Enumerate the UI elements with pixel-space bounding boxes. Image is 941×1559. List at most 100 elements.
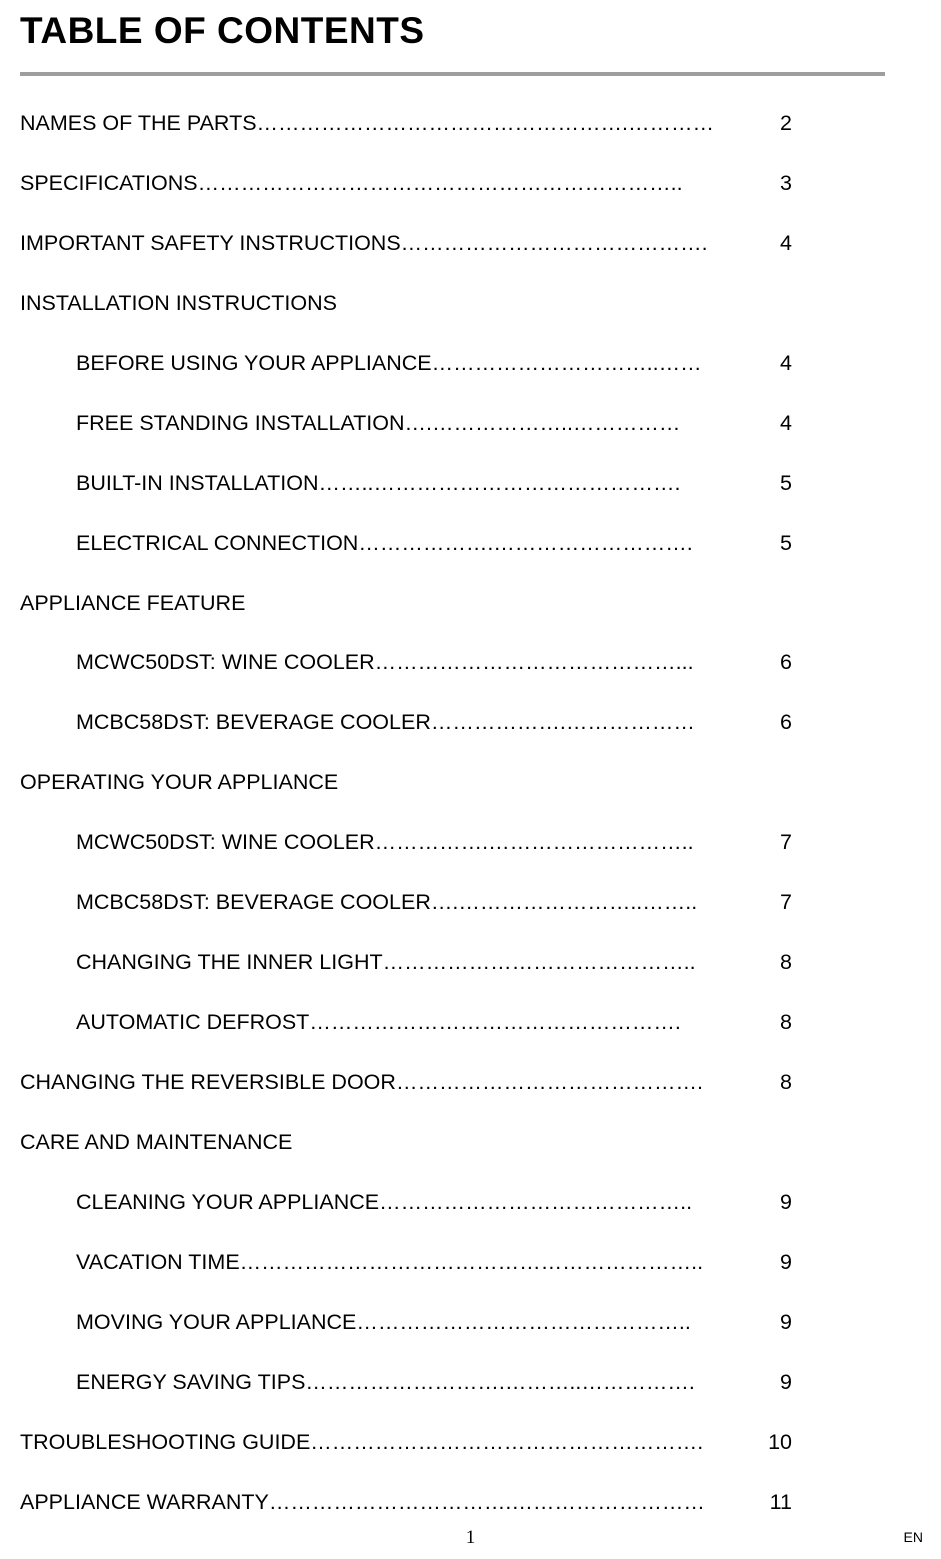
toc-row-body: FREE STANDING INSTALLATION….………………..…………… <box>20 410 750 438</box>
toc-entry-page: 7 <box>750 829 792 857</box>
footer-language: EN <box>904 1529 923 1545</box>
page-footer: 1 EN <box>0 1527 941 1551</box>
toc-row-body: VACATION TIME……………………………………………………….. <box>20 1249 750 1277</box>
toc-entry-label: FREE STANDING INSTALLATION <box>20 410 405 438</box>
toc-entry-label: IMPORTANT SAFETY INSTRUCTIONS <box>20 230 401 258</box>
toc-row: CHANGING THE INNER LIGHT …………………………………….… <box>20 949 921 977</box>
toc-entry-page: 4 <box>750 230 792 258</box>
toc-row-body: INSTALLATION INSTRUCTIONS <box>20 290 750 318</box>
toc-entry-label: CHANGING THE REVERSIBLE DOOR <box>20 1069 396 1097</box>
toc-entry-page: 8 <box>750 1009 792 1037</box>
toc-leader-dots: ……………….……………… <box>431 709 695 737</box>
toc-entry-label: MCBC58DST: BEVERAGE COOLER <box>20 889 431 917</box>
toc-leader-dots: ……………….………………………. <box>358 530 692 558</box>
toc-row-body: MOVING YOUR APPLIANCE……………………………………….. <box>20 1309 750 1337</box>
toc-row-body: NAMES OF THE PARTS…………………………………………….………… <box>20 110 750 138</box>
toc-row-body: AUTOMATIC DEFROST ……………………………………………. <box>20 1009 750 1037</box>
toc-entry-label: CARE AND MAINTENANCE <box>20 1129 292 1157</box>
toc-row: APPLIANCE FEATURE <box>20 590 921 618</box>
toc-row: CHANGING THE REVERSIBLE DOOR ……………………………… <box>20 1069 921 1097</box>
table-of-contents: NAMES OF THE PARTS…………………………………………….…………… <box>20 110 921 1517</box>
toc-entry-page: 7 <box>750 889 792 917</box>
toc-leader-dots: ……………………….………..……………. <box>305 1369 694 1397</box>
toc-leader-dots: ……………………………………. <box>396 1069 703 1097</box>
toc-entry-label: ENERGY SAVING TIPS <box>20 1369 305 1397</box>
toc-row: CARE AND MAINTENANCE <box>20 1129 921 1157</box>
toc-leader-dots: ……………………………………….. <box>356 1309 690 1337</box>
toc-row: NAMES OF THE PARTS…………………………………………….…………… <box>20 110 921 138</box>
toc-row: TROUBLESHOOTING GUIDE……………………………………………….… <box>20 1429 921 1457</box>
toc-row: MCBC58DST: BEVERAGE COOLER ……………….………………… <box>20 709 921 737</box>
toc-row: BUILT-IN INSTALLATION……..…………………………………….… <box>20 470 921 498</box>
toc-entry-page: 6 <box>750 709 792 737</box>
toc-entry-label: APPLIANCE WARRANTY <box>20 1489 269 1517</box>
toc-row: IMPORTANT SAFETY INSTRUCTIONS……………………………… <box>20 230 921 258</box>
toc-row: MCWC50DST: WINE COOLER ……………………………………...… <box>20 649 921 677</box>
toc-row: SPECIFICATIONS…………………………………………………………..3 <box>20 170 921 198</box>
toc-leader-dots: ….………………..…………… <box>405 410 681 438</box>
toc-entry-page: 9 <box>750 1369 792 1397</box>
toc-row-body: SPECIFICATIONS………………………………………………………….. <box>20 170 750 198</box>
toc-row: MCBC58DST: BEVERAGE COOLER ….……………………..…… <box>20 889 921 917</box>
toc-row-body: CHANGING THE REVERSIBLE DOOR ……………………………… <box>20 1069 750 1097</box>
toc-row-body: MCBC58DST: BEVERAGE COOLER ……………….……………… <box>20 709 750 737</box>
toc-leader-dots: ……..……………………………………. <box>319 470 681 498</box>
toc-row-body: ELECTRICAL CONNECTION ……………….………………………. <box>20 530 750 558</box>
toc-entry-page: 6 <box>750 649 792 677</box>
toc-row: AUTOMATIC DEFROST …………………………………………….8 <box>20 1009 921 1037</box>
toc-leader-dots: ……………………………………………………….. <box>240 1249 703 1277</box>
horizontal-rule <box>20 72 885 76</box>
toc-entry-label: MCWC50DST: WINE COOLER <box>20 829 375 857</box>
toc-row-body: CARE AND MAINTENANCE <box>20 1129 750 1157</box>
toc-entry-label: AUTOMATIC DEFROST <box>20 1009 309 1037</box>
document-page: TABLE OF CONTENTS NAMES OF THE PARTS…………… <box>0 0 941 1559</box>
toc-row-body: OPERATING YOUR APPLIANCE <box>20 769 750 797</box>
toc-entry-label: APPLIANCE FEATURE <box>20 590 245 618</box>
toc-row-body: MCWC50DST: WINE COOLER ……………………………………... <box>20 649 750 677</box>
toc-entry-label: BEFORE USING YOUR APPLIANCE <box>20 350 432 378</box>
toc-entry-label: NAMES OF THE PARTS <box>20 110 257 138</box>
toc-row-body: MCWC50DST: WINE COOLER …………….……………………….. <box>20 829 750 857</box>
toc-row: ELECTRICAL CONNECTION ……………….……………………….5 <box>20 530 921 558</box>
toc-leader-dots: …………………………..…… <box>432 350 702 378</box>
toc-entry-page: 9 <box>750 1189 792 1217</box>
toc-row-body: MCBC58DST: BEVERAGE COOLER ….……………………..…… <box>20 889 750 917</box>
toc-row-body: APPLIANCE WARRANTY…………………………….……………………… <box>20 1489 750 1517</box>
toc-leader-dots: …………………………………………….………… <box>257 110 714 138</box>
toc-row: MCWC50DST: WINE COOLER …………….………………………..… <box>20 829 921 857</box>
toc-entry-page: 11 <box>750 1489 792 1517</box>
toc-leader-dots: ……………………………………………. <box>309 1009 680 1037</box>
toc-row-body: BEFORE USING YOUR APPLIANCE…………………………..…… <box>20 350 750 378</box>
toc-entry-label: VACATION TIME <box>20 1249 240 1277</box>
toc-row: VACATION TIME………………………………………………………..9 <box>20 1249 921 1277</box>
toc-entry-page: 4 <box>750 350 792 378</box>
toc-row: APPLIANCE WARRANTY…………………………….………………………1… <box>20 1489 921 1517</box>
toc-row-body: TROUBLESHOOTING GUIDE………………………………………………. <box>20 1429 750 1457</box>
toc-leader-dots: …………………………………….. <box>379 1189 692 1217</box>
toc-row: BEFORE USING YOUR APPLIANCE…………………………..…… <box>20 350 921 378</box>
toc-entry-label: CLEANING YOUR APPLIANCE <box>20 1189 379 1217</box>
toc-entry-label: MCWC50DST: WINE COOLER <box>20 649 375 677</box>
toc-row: OPERATING YOUR APPLIANCE <box>20 769 921 797</box>
toc-row-body: IMPORTANT SAFETY INSTRUCTIONS……………………………… <box>20 230 750 258</box>
toc-row-body: CHANGING THE INNER LIGHT …………………………………….… <box>20 949 750 977</box>
toc-leader-dots: ………………………………………………. <box>310 1429 703 1457</box>
toc-row: INSTALLATION INSTRUCTIONS <box>20 290 921 318</box>
toc-entry-label: INSTALLATION INSTRUCTIONS <box>20 290 337 318</box>
page-title: TABLE OF CONTENTS <box>20 10 921 52</box>
toc-row: FREE STANDING INSTALLATION….………………..…………… <box>20 410 921 438</box>
toc-leader-dots: ……………………………………... <box>375 649 694 677</box>
toc-leader-dots: ………………………………………………………….. <box>198 170 683 198</box>
toc-row-body: ENERGY SAVING TIPS……………………….………..……………. <box>20 1369 750 1397</box>
toc-leader-dots: …………………………………….. <box>383 949 696 977</box>
toc-row: CLEANING YOUR APPLIANCE……………………………………..9 <box>20 1189 921 1217</box>
toc-row-body: CLEANING YOUR APPLIANCE…………………………………….. <box>20 1189 750 1217</box>
toc-leader-dots: …………………………….……………………… <box>269 1489 705 1517</box>
toc-leader-dots: ….……………………..…….. <box>431 889 697 917</box>
toc-entry-label: MCBC58DST: BEVERAGE COOLER <box>20 709 431 737</box>
toc-row-body: APPLIANCE FEATURE <box>20 590 750 618</box>
footer-page-number: 1 <box>466 1527 476 1549</box>
toc-leader-dots: ……………………………………. <box>401 230 708 258</box>
toc-entry-page: 9 <box>750 1309 792 1337</box>
toc-entry-label: BUILT-IN INSTALLATION <box>20 470 319 498</box>
